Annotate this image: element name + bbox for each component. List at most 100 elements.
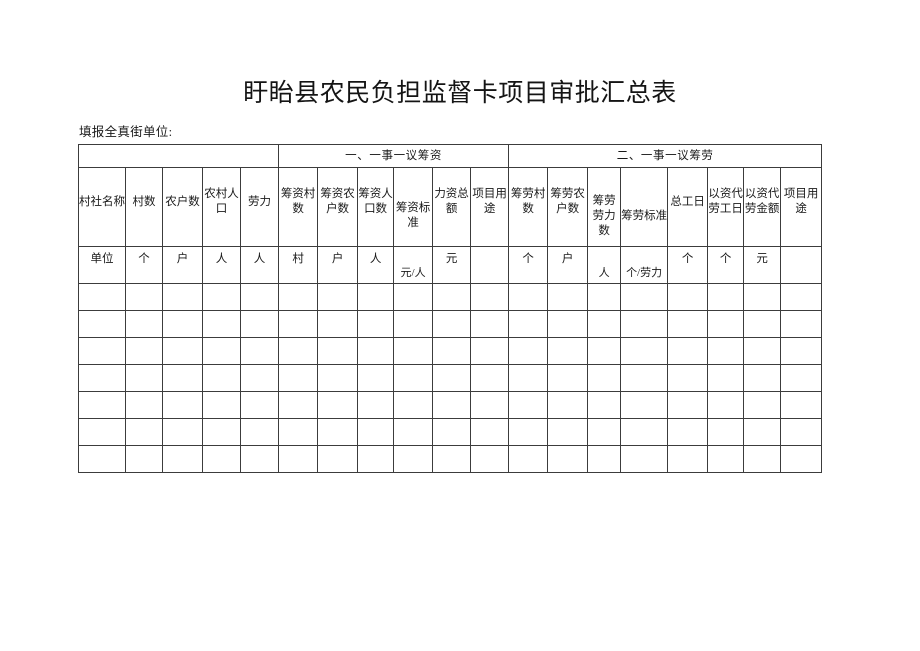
table-cell[interactable] (620, 445, 669, 473)
table-cell[interactable] (278, 418, 319, 446)
table-cell[interactable] (162, 364, 203, 392)
table-cell[interactable] (547, 445, 589, 473)
table-cell[interactable] (78, 283, 126, 311)
table-cell[interactable] (667, 364, 709, 392)
table-row[interactable] (78, 283, 823, 311)
table-cell[interactable] (239, 391, 280, 419)
table-cell[interactable] (357, 364, 395, 392)
table-cell[interactable] (432, 283, 472, 311)
table-cell[interactable] (470, 337, 510, 365)
table-cell[interactable] (78, 445, 126, 473)
table-row[interactable] (78, 364, 823, 392)
table-cell[interactable] (432, 337, 472, 365)
table-cell[interactable] (470, 283, 510, 311)
table-cell[interactable] (620, 310, 669, 338)
table-cell[interactable] (202, 283, 241, 311)
table-cell[interactable] (743, 364, 782, 392)
table-cell[interactable] (357, 337, 395, 365)
table-cell[interactable] (780, 337, 823, 365)
table-cell[interactable] (393, 337, 434, 365)
table-cell[interactable] (508, 445, 549, 473)
table-cell[interactable] (587, 418, 622, 446)
table-cell[interactable] (508, 337, 549, 365)
table-cell[interactable] (278, 337, 319, 365)
table-cell[interactable] (547, 364, 589, 392)
table-cell[interactable] (667, 283, 709, 311)
table-cell[interactable] (162, 283, 203, 311)
table-cell[interactable] (667, 445, 709, 473)
table-cell[interactable] (357, 310, 395, 338)
table-cell[interactable] (393, 283, 434, 311)
table-cell[interactable] (125, 283, 163, 311)
table-cell[interactable] (239, 337, 280, 365)
table-cell[interactable] (202, 391, 241, 419)
table-cell[interactable] (667, 418, 709, 446)
table-row[interactable] (78, 418, 823, 446)
table-cell[interactable] (587, 364, 622, 392)
table-cell[interactable] (78, 364, 126, 392)
table-cell[interactable] (278, 364, 319, 392)
table-cell[interactable] (780, 364, 823, 392)
table-cell[interactable] (547, 337, 589, 365)
table-cell[interactable] (620, 364, 669, 392)
table-cell[interactable] (707, 310, 745, 338)
table-cell[interactable] (508, 283, 549, 311)
table-cell[interactable] (393, 391, 434, 419)
table-cell[interactable] (78, 391, 126, 419)
table-cell[interactable] (317, 445, 359, 473)
table-cell[interactable] (202, 418, 241, 446)
table-cell[interactable] (587, 283, 622, 311)
table-cell[interactable] (357, 418, 395, 446)
table-cell[interactable] (620, 391, 669, 419)
table-cell[interactable] (432, 445, 472, 473)
table-cell[interactable] (470, 445, 510, 473)
table-cell[interactable] (202, 364, 241, 392)
table-cell[interactable] (202, 337, 241, 365)
table-cell[interactable] (125, 337, 163, 365)
table-cell[interactable] (470, 310, 510, 338)
table-cell[interactable] (239, 283, 280, 311)
table-cell[interactable] (317, 364, 359, 392)
table-cell[interactable] (317, 418, 359, 446)
table-cell[interactable] (125, 364, 163, 392)
table-cell[interactable] (780, 418, 823, 446)
table-cell[interactable] (620, 418, 669, 446)
table-cell[interactable] (620, 337, 669, 365)
table-cell[interactable] (780, 445, 823, 473)
table-cell[interactable] (278, 283, 319, 311)
table-cell[interactable] (707, 391, 745, 419)
table-cell[interactable] (780, 283, 823, 311)
table-cell[interactable] (202, 310, 241, 338)
table-cell[interactable] (78, 418, 126, 446)
table-cell[interactable] (125, 391, 163, 419)
table-cell[interactable] (78, 337, 126, 365)
table-cell[interactable] (707, 283, 745, 311)
table-cell[interactable] (547, 283, 589, 311)
table-cell[interactable] (357, 283, 395, 311)
table-cell[interactable] (743, 418, 782, 446)
table-cell[interactable] (743, 337, 782, 365)
table-cell[interactable] (278, 310, 319, 338)
table-cell[interactable] (393, 310, 434, 338)
table-cell[interactable] (547, 310, 589, 338)
table-cell[interactable] (780, 391, 823, 419)
table-cell[interactable] (508, 364, 549, 392)
table-cell[interactable] (162, 337, 203, 365)
table-cell[interactable] (743, 445, 782, 473)
table-cell[interactable] (239, 310, 280, 338)
table-cell[interactable] (162, 310, 203, 338)
table-cell[interactable] (587, 391, 622, 419)
table-cell[interactable] (508, 418, 549, 446)
table-cell[interactable] (317, 391, 359, 419)
table-cell[interactable] (393, 418, 434, 446)
table-cell[interactable] (667, 391, 709, 419)
table-cell[interactable] (317, 337, 359, 365)
table-cell[interactable] (587, 310, 622, 338)
table-cell[interactable] (743, 391, 782, 419)
table-cell[interactable] (239, 418, 280, 446)
table-cell[interactable] (470, 364, 510, 392)
table-cell[interactable] (707, 337, 745, 365)
table-cell[interactable] (667, 337, 709, 365)
table-cell[interactable] (707, 418, 745, 446)
table-cell[interactable] (743, 310, 782, 338)
